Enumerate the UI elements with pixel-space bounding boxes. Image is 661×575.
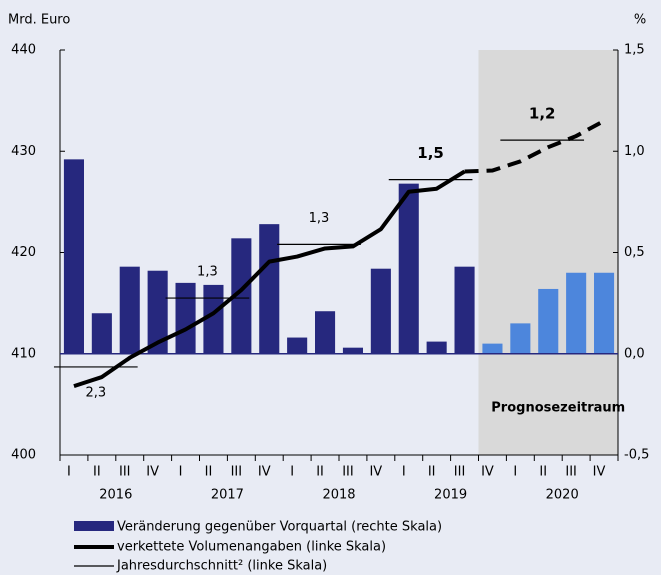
legend-label: Veränderung gegenüber Vorquartal (rechte…	[117, 520, 442, 535]
year-label: 2020	[546, 488, 579, 503]
y2-axis-label: %	[634, 13, 646, 28]
x-tick-label: I	[67, 465, 71, 480]
annual-average-label: 1,3	[197, 265, 218, 280]
x-tick-label: IV	[481, 465, 494, 480]
bar	[287, 337, 308, 354]
annual-average-label: 2,3	[85, 385, 106, 400]
y2-tick-label: 0,5	[624, 245, 645, 260]
year-label: 2016	[99, 488, 132, 503]
bar	[538, 288, 559, 354]
y-tick-label: 430	[11, 144, 36, 159]
forecast-area	[478, 50, 618, 455]
bar	[370, 268, 391, 354]
y2-tick-label: 0,0	[624, 346, 645, 361]
x-tick-label: III	[454, 465, 466, 480]
x-tick-label: II	[316, 465, 324, 480]
bar	[175, 282, 196, 354]
x-tick-label: III	[565, 465, 577, 480]
year-label: 2018	[322, 488, 355, 503]
x-tick-label: I	[513, 465, 517, 480]
x-tick-label: IV	[593, 465, 606, 480]
y-tick-label: 410	[11, 346, 36, 361]
bar	[426, 341, 447, 354]
bar	[566, 272, 587, 354]
bar	[454, 266, 475, 354]
bar	[342, 347, 363, 354]
bar	[259, 224, 280, 354]
x-tick-label: III	[342, 465, 354, 480]
year-label: 2019	[434, 488, 467, 503]
x-tick-label: I	[179, 465, 183, 480]
x-tick-label: II	[539, 465, 547, 480]
annual-average-label: 1,3	[309, 211, 330, 226]
bar	[510, 323, 531, 354]
annual-average-label: 1,5	[417, 144, 444, 162]
x-tick-label: II	[205, 465, 213, 480]
year-label: 2017	[211, 488, 244, 503]
bar	[398, 183, 419, 354]
x-tick-label: III	[119, 465, 131, 480]
x-tick-label: II	[93, 465, 101, 480]
y-tick-label: 440	[11, 43, 36, 58]
y2-tick-label: 1,5	[624, 43, 645, 58]
line-forecast	[464, 119, 606, 174]
y2-tick-label: -0,5	[624, 448, 649, 463]
bar	[315, 311, 336, 354]
bar	[231, 238, 252, 354]
bar	[63, 159, 84, 354]
bar	[147, 270, 168, 354]
x-tick-label: IV	[146, 465, 159, 480]
bar	[594, 272, 615, 354]
legend-swatch	[74, 521, 114, 531]
annual-average-label: 1,2	[529, 105, 556, 123]
x-tick-label: I	[290, 465, 294, 480]
x-tick-label: I	[402, 465, 406, 480]
bar	[482, 343, 503, 354]
bar	[203, 284, 224, 354]
y-tick-label: 400	[11, 448, 36, 463]
y-axis-label: Mrd. Euro	[8, 13, 70, 28]
legend-label: Jahresdurchschnitt² (linke Skala)	[116, 559, 327, 574]
y-tick-label: 420	[11, 245, 36, 260]
x-tick-label: II	[428, 465, 436, 480]
bar	[91, 313, 112, 354]
x-tick-label: IV	[369, 465, 382, 480]
x-tick-label: IV	[258, 465, 271, 480]
x-tick-label: III	[231, 465, 243, 480]
y2-tick-label: 1,0	[624, 144, 645, 159]
legend-label: verkettete Volumenangaben (linke Skala)	[117, 540, 386, 555]
bar	[119, 266, 140, 354]
line	[73, 169, 466, 389]
forecast-label: Prognosezeitraum	[491, 401, 625, 416]
